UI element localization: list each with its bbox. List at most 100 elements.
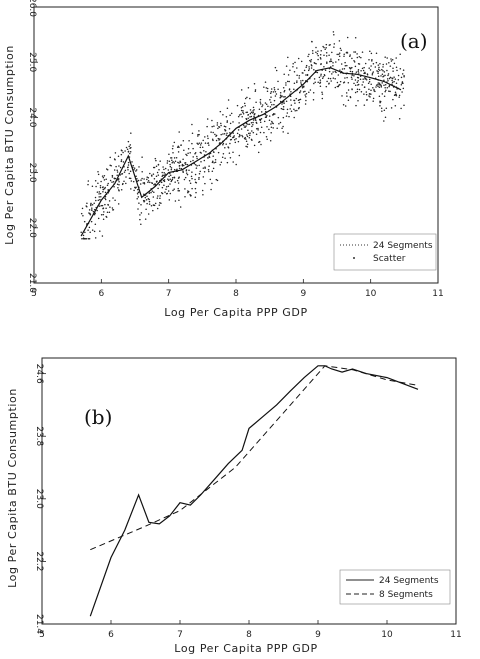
series-line-24-segments [89, 365, 419, 617]
scatter-point [380, 85, 382, 87]
scatter-point [249, 112, 252, 115]
scatter-point [109, 156, 111, 159]
scatter-point [308, 66, 310, 68]
scatter-point [140, 204, 142, 206]
scatter-point [198, 142, 201, 144]
scatter-point [351, 66, 353, 69]
scatter-point [187, 191, 189, 194]
x-tick-label: 11 [450, 630, 461, 640]
scatter-point [191, 171, 193, 173]
scatter-point [155, 165, 158, 168]
scatter-point [244, 105, 246, 107]
scatter-point [397, 74, 400, 77]
scatter-point [105, 178, 107, 181]
scatter-point [147, 176, 150, 179]
scatter-point [392, 98, 394, 101]
scatter-point [194, 173, 197, 176]
scatter-point [204, 182, 206, 185]
scatter-point [330, 80, 332, 82]
scatter-point [165, 188, 167, 190]
scatter-point [334, 86, 337, 89]
scatter-point [214, 161, 217, 163]
scatter-point [375, 61, 378, 64]
scatter-point [114, 152, 117, 154]
scatter-point [101, 204, 104, 207]
scatter-point [219, 110, 222, 113]
scatter-point [370, 65, 372, 67]
scatter-point [143, 201, 145, 203]
scatter-point [167, 178, 169, 180]
scatter-point [197, 143, 199, 145]
series-line-8-segments [90, 365, 419, 551]
scatter-point [229, 139, 232, 141]
scatter-point [356, 81, 359, 84]
scatter-point [198, 164, 200, 167]
scatter-point [189, 193, 191, 196]
scatter-point [140, 212, 143, 214]
scatter-point [117, 187, 119, 189]
scatter-point [260, 126, 263, 128]
scatter-point [213, 125, 215, 127]
scatter-point [188, 139, 190, 142]
scatter-point [173, 188, 175, 190]
scatter-point [257, 129, 259, 131]
scatter-point [235, 163, 237, 166]
scatter-point [214, 133, 216, 136]
scatter-point [143, 178, 145, 180]
scatter-point [353, 51, 355, 53]
scatter-point [147, 180, 150, 182]
scatter-point [195, 167, 198, 169]
scatter-point [377, 82, 380, 84]
scatter-point [185, 169, 188, 171]
scatter-point [387, 73, 390, 75]
scatter-point [200, 160, 202, 163]
scatter-point [377, 75, 380, 78]
scatter-point [137, 208, 139, 210]
scatter-point [204, 136, 206, 138]
scatter-point [374, 66, 377, 68]
scatter-point [131, 161, 133, 163]
scatter-point [102, 218, 105, 221]
scatter-point [222, 143, 224, 146]
scatter-point [238, 122, 240, 124]
scatter-point [279, 92, 282, 94]
scatter-point [191, 123, 193, 126]
scatter-point [145, 199, 148, 201]
scatter-point [304, 103, 307, 105]
scatter-point [208, 155, 210, 158]
scatter-point [264, 108, 267, 110]
panel-b-axis-ticks [41, 373, 457, 625]
scatter-point [260, 111, 263, 113]
scatter-point [222, 113, 224, 116]
scatter-point [89, 212, 91, 215]
scatter-point [194, 178, 196, 181]
scatter-point [299, 91, 301, 94]
scatter-point [310, 59, 313, 61]
scatter-point [137, 191, 140, 194]
scatter-point [97, 173, 100, 176]
scatter-point [173, 168, 176, 171]
scatter-point [200, 142, 203, 144]
scatter-point [170, 167, 173, 169]
scatter-point [343, 55, 345, 58]
scatter-point [222, 142, 225, 145]
scatter-point [303, 69, 306, 72]
x-tick-label: 10 [381, 630, 393, 640]
scatter-point [233, 139, 236, 141]
scatter-point [269, 139, 272, 142]
scatter-point [401, 91, 403, 93]
scatter-point [202, 194, 204, 196]
scatter-point [340, 49, 342, 52]
scatter-point [202, 167, 205, 169]
y-tick-label: 22.0 [27, 218, 37, 238]
scatter-point [162, 174, 164, 176]
scatter-point [228, 152, 231, 154]
scatter-point [403, 76, 405, 78]
scatter-point [319, 85, 322, 87]
scatter-point [226, 161, 229, 164]
scatter-point [255, 121, 258, 124]
scatter-point [219, 142, 221, 144]
scatter-point [259, 101, 262, 103]
scatter-point [308, 53, 310, 56]
scatter-point [113, 169, 116, 171]
